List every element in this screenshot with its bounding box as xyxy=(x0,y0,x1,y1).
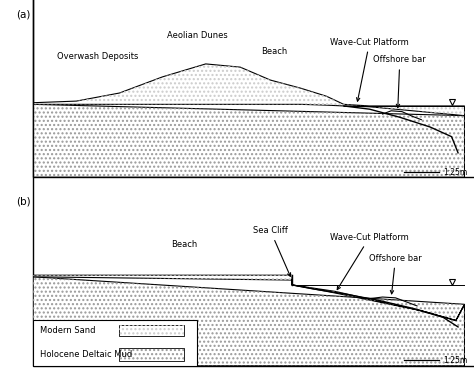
Text: Beach: Beach xyxy=(171,240,197,249)
Text: Sea Cliff: Sea Cliff xyxy=(253,226,291,276)
Text: (b): (b) xyxy=(17,196,31,206)
Polygon shape xyxy=(33,275,465,320)
Text: Wave-Cut Platform: Wave-Cut Platform xyxy=(330,233,409,290)
Text: Offshore bar: Offshore bar xyxy=(369,254,422,294)
Text: Holocene Deltaic Mud: Holocene Deltaic Mud xyxy=(40,350,132,359)
Text: 1:25m: 1:25m xyxy=(443,168,467,177)
Text: Offshore bar: Offshore bar xyxy=(374,55,426,107)
Text: Beach: Beach xyxy=(262,47,288,56)
Text: 1:25m: 1:25m xyxy=(443,356,467,365)
Text: Modern Sand: Modern Sand xyxy=(40,326,95,335)
Polygon shape xyxy=(33,64,465,116)
Text: Aeolian Dunes: Aeolian Dunes xyxy=(167,31,228,40)
Polygon shape xyxy=(33,277,465,366)
Polygon shape xyxy=(33,104,465,177)
Text: Wave-Cut Platform: Wave-Cut Platform xyxy=(330,37,409,101)
Text: Overwash Deposits: Overwash Deposits xyxy=(57,52,138,61)
Polygon shape xyxy=(119,325,184,336)
Polygon shape xyxy=(119,348,184,361)
Bar xyxy=(33,320,197,366)
Text: (a): (a) xyxy=(17,10,31,20)
